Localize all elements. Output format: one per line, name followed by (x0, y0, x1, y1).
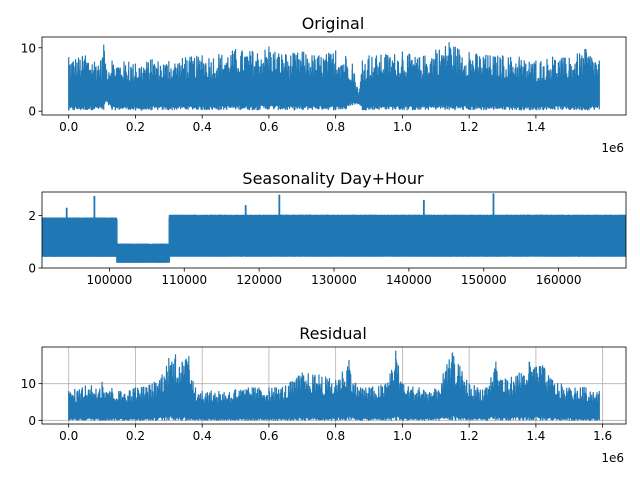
x-tick-label: 100000 (86, 273, 132, 287)
series-path (42, 214, 626, 263)
y-axis: 02 (28, 209, 42, 276)
x-tick-label: 1.2 (460, 429, 479, 443)
x-tick-label: 0.0 (59, 429, 78, 443)
panel-title: Residual (299, 324, 367, 343)
x-offset-label: 1e6 (601, 451, 624, 465)
x-tick-label: 1.0 (393, 120, 412, 134)
panel-seasonality: Seasonality Day+Hour 100000 110000 120000 1… (28, 169, 627, 287)
x-tick-label: 120000 (236, 273, 282, 287)
panel-original: Original 0.0 0.2 0.4 0.6 0.8 1.0 1.2 1.4 0 10 1e… (21, 14, 627, 155)
y-tick-label: 0 (28, 414, 36, 428)
series-line (68, 42, 600, 111)
x-tick-label: 0.8 (326, 120, 345, 134)
y-tick-label: 2 (28, 209, 36, 223)
series-path (68, 350, 600, 421)
y-tick-label: 0 (28, 262, 36, 276)
x-tick-label: 0.6 (259, 429, 278, 443)
x-tick-label: 1.4 (526, 429, 545, 443)
y-tick-label: 10 (21, 41, 36, 55)
x-axis: 0.0 0.2 0.4 0.6 0.8 1.0 1.2 1.4 (59, 115, 545, 134)
panel-title: Original (302, 14, 365, 33)
x-tick-label: 140000 (386, 273, 432, 287)
x-tick-label: 0.2 (126, 120, 145, 134)
y-tick-label: 0 (28, 105, 36, 119)
x-tick-label: 1.6 (593, 429, 612, 443)
y-axis: 0 10 (21, 41, 42, 119)
x-offset-label: 1e6 (601, 141, 624, 155)
x-tick-label: 160000 (536, 273, 582, 287)
series-line (68, 350, 600, 421)
x-tick-label: 0.2 (126, 429, 145, 443)
x-tick-label: 110000 (161, 273, 207, 287)
x-axis: 0.0 0.2 0.4 0.6 0.8 1.0 1.2 1.4 1.6 (59, 424, 612, 443)
x-tick-label: 0.4 (193, 120, 212, 134)
x-tick-label: 0.4 (193, 429, 212, 443)
y-axis: 0 10 (21, 377, 42, 428)
series-line (42, 193, 626, 263)
x-tick-label: 1.0 (393, 429, 412, 443)
x-tick-label: 1.2 (460, 120, 479, 134)
plot-frame (41, 346, 627, 425)
panel-residual: Residual 0.0 0.2 0.4 0.6 0.8 1.0 1.2 1.4 1.6 0 10… (21, 324, 627, 465)
x-tick-label: 0.8 (326, 429, 345, 443)
x-axis: 100000 110000 120000 130000 140000 150000 1600… (86, 268, 582, 287)
y-tick-label: 10 (21, 377, 36, 391)
panel-title: Seasonality Day+Hour (242, 169, 424, 188)
x-tick-label: 0.6 (259, 120, 278, 134)
x-tick-label: 150000 (461, 273, 507, 287)
plot-frame (41, 36, 627, 116)
x-tick-label: 130000 (311, 273, 357, 287)
series-path (68, 42, 600, 111)
x-tick-label: 0.0 (59, 120, 78, 134)
x-tick-label: 1.4 (526, 120, 545, 134)
